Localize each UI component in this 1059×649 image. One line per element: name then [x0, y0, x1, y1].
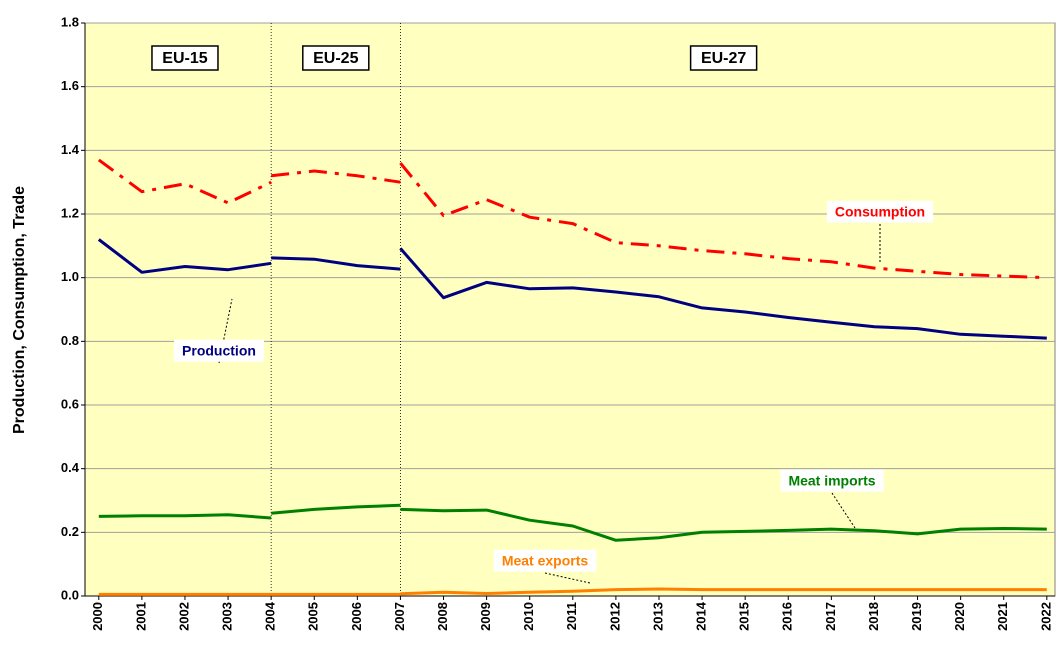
y-tick-label: 0.0: [61, 587, 79, 602]
x-tick-label: 2011: [564, 602, 579, 630]
series-label-box: [826, 200, 934, 223]
x-tick-label: 2009: [478, 602, 493, 631]
x-tick-label: 2015: [737, 602, 752, 631]
x-tick-label: 2008: [435, 602, 450, 631]
x-tick-label: 2004: [263, 601, 278, 631]
x-tick-label: 2020: [952, 602, 967, 631]
x-tick-label: 2000: [90, 602, 105, 631]
x-tick-label: 2007: [392, 602, 407, 631]
period-box: [302, 45, 370, 71]
y-tick-label: 1.6: [61, 78, 79, 93]
series-line: [97, 238, 1047, 340]
series-label: Production: [182, 343, 256, 359]
x-tick-label: 2001: [133, 602, 148, 631]
y-axis-label: Production, Consumption, Trade: [11, 186, 28, 434]
series-line: [98, 503, 1047, 542]
period-label: EU-25: [313, 50, 358, 67]
x-tick-label: 2017: [823, 602, 838, 631]
period-box: [151, 45, 219, 71]
x-tick-label: 2019: [909, 602, 924, 631]
period-label: EU-27: [701, 50, 746, 67]
x-tick-label: 2018: [866, 602, 881, 631]
y-tick-label: 1.2: [61, 205, 79, 220]
y-tick-label: 0.8: [61, 333, 79, 348]
x-tick-label: 2016: [780, 602, 795, 631]
plot-area: [84, 22, 1056, 597]
y-tick-label: 1.4: [61, 142, 80, 157]
series-label: Consumption: [835, 204, 925, 220]
y-tick-label: 0.6: [61, 396, 79, 411]
x-tick-label: 2003: [220, 602, 235, 631]
x-tick-label: 2014: [694, 601, 709, 631]
period-box: [689, 45, 758, 71]
y-tick-label: 0.4: [61, 460, 80, 475]
x-tick-label: 2002: [176, 602, 191, 631]
x-tick-label: 2006: [349, 602, 364, 631]
series-label: Meat exports: [502, 553, 589, 569]
series-line: [97, 158, 1047, 280]
x-tick-label: 2005: [306, 602, 321, 631]
y-tick-label: 0.2: [61, 524, 79, 539]
series-label: Meat imports: [788, 473, 875, 489]
y-tick-label: 1.0: [61, 269, 79, 284]
annotation-arrow: [831, 492, 856, 529]
x-tick-label: 2022: [1038, 602, 1053, 631]
series-label-box: [174, 339, 264, 362]
series-label-box: [493, 549, 597, 572]
series-label-box: [780, 469, 884, 492]
x-tick-label: 2010: [521, 602, 536, 631]
series-line: [98, 587, 1047, 596]
x-tick-label: 2021: [995, 602, 1010, 631]
x-tick-label: 2012: [607, 602, 622, 631]
period-label: EU-15: [162, 50, 207, 67]
y-tick-label: 1.8: [61, 14, 79, 29]
annotation-arrow: [218, 298, 233, 364]
x-tick-label: 2013: [650, 602, 665, 631]
